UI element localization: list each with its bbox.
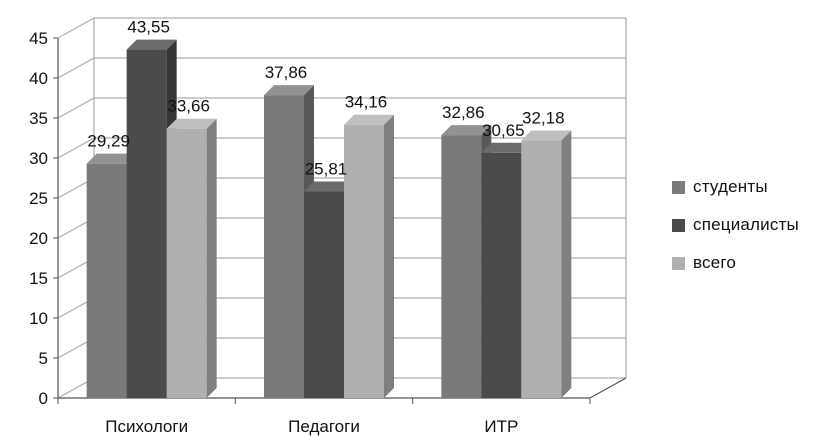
bar-front [481, 152, 522, 398]
bar-front [86, 163, 127, 398]
category-label: Психологи [105, 417, 188, 436]
data-label: 37,86 [265, 63, 308, 82]
legend-label-specialists: специалисты [693, 215, 799, 234]
bar-front [441, 135, 482, 398]
data-label: 25,81 [305, 160, 348, 179]
bar-top [521, 130, 572, 141]
bar-side [561, 130, 572, 398]
legend-item-students: студенты [672, 168, 817, 206]
legend-label-students: студенты [693, 177, 768, 196]
bar-top [86, 153, 137, 164]
y-tick-label: 30 [29, 149, 48, 168]
y-tick-label: 45 [29, 29, 48, 48]
category-label: Педагоги [288, 417, 360, 436]
bar-front [304, 191, 344, 398]
y-tick-label: 10 [29, 309, 48, 328]
data-label: 30,65 [482, 121, 525, 140]
data-label: 33,66 [167, 97, 210, 116]
legend-swatch-specialists [672, 218, 685, 232]
bar-top [441, 125, 492, 136]
y-tick-label: 35 [29, 109, 48, 128]
bar-top [481, 142, 532, 153]
data-label: 43,55 [127, 18, 170, 37]
legend-label-total: всего [693, 253, 737, 272]
data-label: 34,16 [345, 93, 388, 112]
bar-side [206, 118, 217, 398]
bar-top [304, 181, 354, 192]
data-label: 32,18 [522, 109, 565, 128]
bar-top [126, 39, 177, 50]
bar-front [344, 124, 384, 398]
y-tick-label: 40 [29, 69, 48, 88]
legend-swatch-total [672, 256, 685, 270]
y-tick-label: 25 [29, 189, 48, 208]
bars [86, 39, 572, 399]
bar-top [166, 118, 217, 129]
y-tick-label: 5 [39, 349, 48, 368]
y-tick-label: 20 [29, 229, 48, 248]
y-tick-label: 0 [39, 389, 48, 408]
data-label: 32,86 [442, 103, 485, 122]
legend-item-total: всего [672, 244, 817, 282]
bar-side [384, 114, 394, 398]
data-labels: 29,29 43,55 33,66 37,86 25,81 34,16 32,8630,65… [87, 18, 564, 179]
category-label: ИТР [484, 417, 518, 436]
bar-front [126, 49, 167, 398]
y-tick-label: 15 [29, 269, 48, 288]
bar-front [166, 128, 207, 398]
legend-item-specialists: специалисты [672, 206, 817, 244]
bar-front [521, 140, 562, 398]
data-label: 29,29 [87, 132, 130, 151]
floor-edge [589, 377, 627, 399]
bar-top [264, 85, 314, 96]
chart-legend: студенты специалисты всего [672, 168, 817, 282]
legend-swatch-students [672, 180, 685, 194]
bar-top [344, 114, 394, 125]
bar-front [264, 95, 304, 399]
